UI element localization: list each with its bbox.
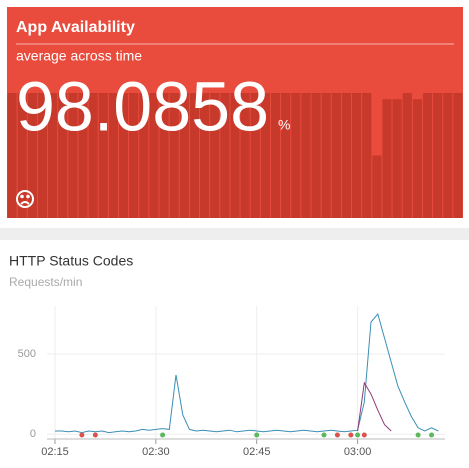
availability-bar [68,93,78,218]
availability-bar [352,93,362,218]
availability-bar [200,93,210,218]
availability-bar [240,93,250,218]
availability-bar [382,99,392,218]
availability-bar [402,93,412,218]
availability-bar [179,93,189,218]
availability-bar [48,93,58,218]
availability-bar [281,93,291,218]
availability-bar [7,93,17,218]
availability-bar [210,93,220,218]
availability-bar [129,93,139,218]
availability-bar [159,93,169,218]
availability-bar [58,93,68,218]
chart-subtitle: Requests/min [9,275,82,289]
availability-bar [341,93,352,218]
big-value-unit: % [278,117,290,133]
y-tick-label: 0 [30,428,36,440]
availability-bar [331,93,341,218]
series-line [357,381,392,432]
event-marker [429,432,435,438]
availability-bar [139,93,149,218]
card-title: App Availability [16,19,135,36]
event-marker [355,432,361,438]
x-tick-label: 02:30 [142,446,170,458]
separator [0,228,469,240]
x-tick-label: 03:00 [344,446,372,458]
chart-title: HTTP Status Codes [9,253,133,269]
event-marker [348,432,354,438]
sad-face-icon [16,190,34,208]
availability-bar [311,93,321,218]
availability-bar [321,93,331,218]
availability-bar [392,99,402,218]
availability-bar [412,99,422,218]
availability-bar [108,93,118,218]
availability-bar [27,93,37,218]
availability-bar [270,93,281,218]
event-marker [79,432,85,438]
availability-bar [220,93,230,218]
availability-bar [37,93,48,218]
availability-bar [422,93,433,218]
availability-bar [118,93,129,218]
availability-bar [453,93,463,218]
availability-bar [250,93,260,218]
event-marker [254,432,260,438]
y-tick-label: 500 [18,348,36,360]
event-marker [321,432,327,438]
event-marker [361,432,367,438]
availability-bar [169,93,179,218]
availability-bar [17,93,27,218]
x-tick-label: 02:45 [243,446,271,458]
availability-bar [189,93,200,218]
big-value: 98.0858 [16,67,269,145]
availability-bar [88,93,98,218]
availability-bar [260,93,270,218]
availability-bar [149,93,159,218]
card-subtitle: average across time [16,48,142,64]
event-marker [415,432,421,438]
availability-bar [291,93,301,218]
availability-bar [362,93,372,218]
availability-bar [443,93,453,218]
event-marker [334,432,340,438]
availability-bar [230,93,240,218]
availability-bar [301,93,311,218]
event-marker [160,432,166,438]
x-tick-label: 02:15 [41,446,69,458]
availability-bar [98,93,108,218]
availability-bar [433,93,443,218]
event-marker [92,432,98,438]
availability-bar [78,93,88,218]
availability-bar [372,155,382,218]
series-line [55,312,439,434]
